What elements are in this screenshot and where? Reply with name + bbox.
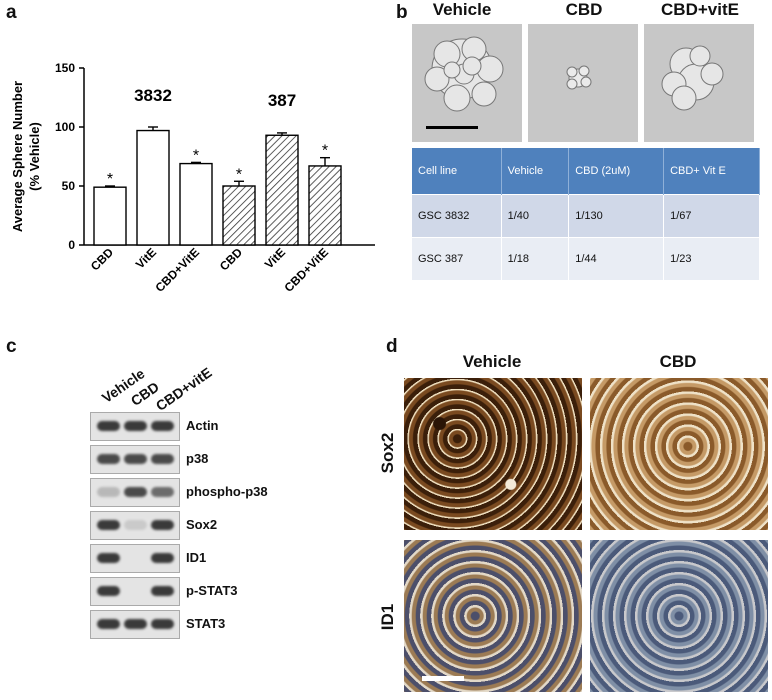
bar	[93, 186, 127, 246]
blot-band	[151, 619, 174, 629]
ihc-id1-cbd-image	[590, 540, 768, 692]
y-axis-label: Average Sphere Number	[10, 81, 25, 232]
condition-label-cbd-vite: CBD+vitE	[661, 0, 739, 19]
blot-band	[124, 619, 147, 629]
blot-strip	[90, 445, 180, 474]
micrograph-cbd-vite-sphere	[644, 24, 754, 142]
bar	[179, 162, 213, 246]
panel-letter-a: a	[6, 2, 17, 23]
y-tick-label: 0	[68, 238, 75, 252]
ihc-sox2-vehicle-image	[404, 378, 582, 530]
table-cell: GSC 387	[412, 237, 502, 280]
x-tick-label: CBD+VitE	[282, 245, 332, 295]
blot-band	[151, 454, 174, 464]
y-axis-label: (% Vehicle)	[27, 122, 42, 191]
ihc-row-sox2: Sox2	[378, 432, 397, 474]
blot-label: STAT3	[186, 616, 226, 631]
panel-letter-c: c	[6, 336, 17, 357]
blot-band	[124, 520, 147, 530]
blot-band	[97, 454, 120, 464]
cbd-sphere-image	[566, 65, 592, 90]
bar	[136, 129, 170, 246]
table-cell: 1/44	[568, 237, 665, 280]
blot-band	[97, 619, 120, 629]
table-header: CBD (2uM)	[568, 148, 665, 195]
panel-letter-d: d	[386, 336, 398, 357]
lane-label-cbd-vite: CBD+vitE	[152, 364, 215, 414]
blot-band	[97, 421, 120, 431]
x-tick-label: VitE	[133, 245, 159, 271]
condition-label-vehicle: Vehicle	[432, 0, 492, 19]
table-cell: 1/130	[568, 194, 665, 238]
blot-label: ID1	[186, 550, 207, 565]
panel-letter-b: b	[396, 2, 408, 23]
blot-band	[151, 553, 174, 563]
bar	[265, 134, 299, 246]
cbd-vite-sphere-image	[661, 45, 724, 111]
blot-band	[124, 454, 147, 464]
y-tick-label: 50	[62, 179, 76, 193]
blot-band	[124, 487, 147, 497]
blot-label: Actin	[186, 418, 219, 433]
significance-asterisk: *	[107, 171, 113, 188]
blot-band	[151, 520, 174, 530]
blot-band	[151, 586, 174, 596]
blot-band	[151, 487, 174, 497]
blot-band	[151, 421, 174, 431]
blot-band	[97, 553, 120, 563]
blot-strip	[90, 610, 180, 639]
blot-band	[124, 421, 147, 431]
y-tick-label: 150	[55, 61, 75, 75]
micrograph-vehicle-sphere	[412, 24, 522, 142]
blot-label: p38	[186, 451, 209, 466]
condition-label-cbd: CBD	[565, 0, 603, 19]
sphere-frequency-table: Cell line Vehicle CBD (2uM) CBD+ Vit E G…	[412, 148, 760, 280]
bar	[308, 165, 342, 246]
ihc-column-cbd: CBD	[659, 352, 697, 371]
group-label: 3832	[134, 86, 172, 105]
blot-strip	[90, 511, 180, 540]
x-tick-label: CBD	[217, 245, 246, 274]
bar	[222, 185, 256, 246]
y-tick-label: 100	[55, 120, 75, 134]
blot-label: Sox2	[186, 517, 218, 532]
table-cell: 1/18	[501, 237, 570, 280]
ihc-id1-vehicle-image	[404, 540, 582, 692]
ihc-row-id1: ID1	[378, 603, 397, 631]
table-header-row: Cell line Vehicle CBD (2uM) CBD+ Vit E	[412, 148, 760, 195]
ihc-column-vehicle: Vehicle	[462, 352, 522, 371]
group-label: 387	[268, 91, 296, 110]
table-header: Vehicle	[501, 148, 570, 195]
micrograph-cbd-sphere	[528, 24, 638, 142]
ihc-scale-bar	[422, 676, 464, 681]
ihc-sox2-cbd-image	[590, 378, 768, 530]
table-cell: 1/67	[663, 194, 760, 238]
blot-strip	[90, 412, 180, 441]
significance-asterisk: *	[322, 143, 328, 160]
x-tick-label: CBD+VitE	[153, 245, 203, 295]
scale-bar	[426, 126, 478, 129]
table-cell: 1/23	[663, 237, 760, 280]
vehicle-sphere-image	[424, 36, 504, 129]
blot-band	[97, 520, 120, 530]
table-row: GSC 387 1/18 1/44 1/23	[412, 237, 760, 280]
table-cell: GSC 3832	[412, 194, 502, 238]
table-row: GSC 3832 1/40 1/130 1/67	[412, 194, 760, 238]
blot-band	[97, 586, 120, 596]
table-header: CBD+ Vit E	[663, 148, 760, 195]
x-tick-label: VitE	[262, 245, 288, 271]
table-header: Cell line	[412, 148, 502, 195]
significance-asterisk: *	[236, 166, 242, 183]
blot-strip	[90, 478, 180, 507]
sphere-number-bar-chart: 0 50 100 150 Average Sphere Number (% Vehicle…	[10, 61, 375, 295]
blot-label: phospho-p38	[186, 484, 268, 499]
significance-asterisk: *	[193, 147, 199, 164]
blot-label: p-STAT3	[186, 583, 238, 598]
blot-band	[97, 487, 120, 497]
x-tick-label: CBD	[88, 245, 117, 274]
blot-strip	[90, 544, 180, 573]
blot-strip	[90, 577, 180, 606]
table-cell: 1/40	[501, 194, 570, 238]
